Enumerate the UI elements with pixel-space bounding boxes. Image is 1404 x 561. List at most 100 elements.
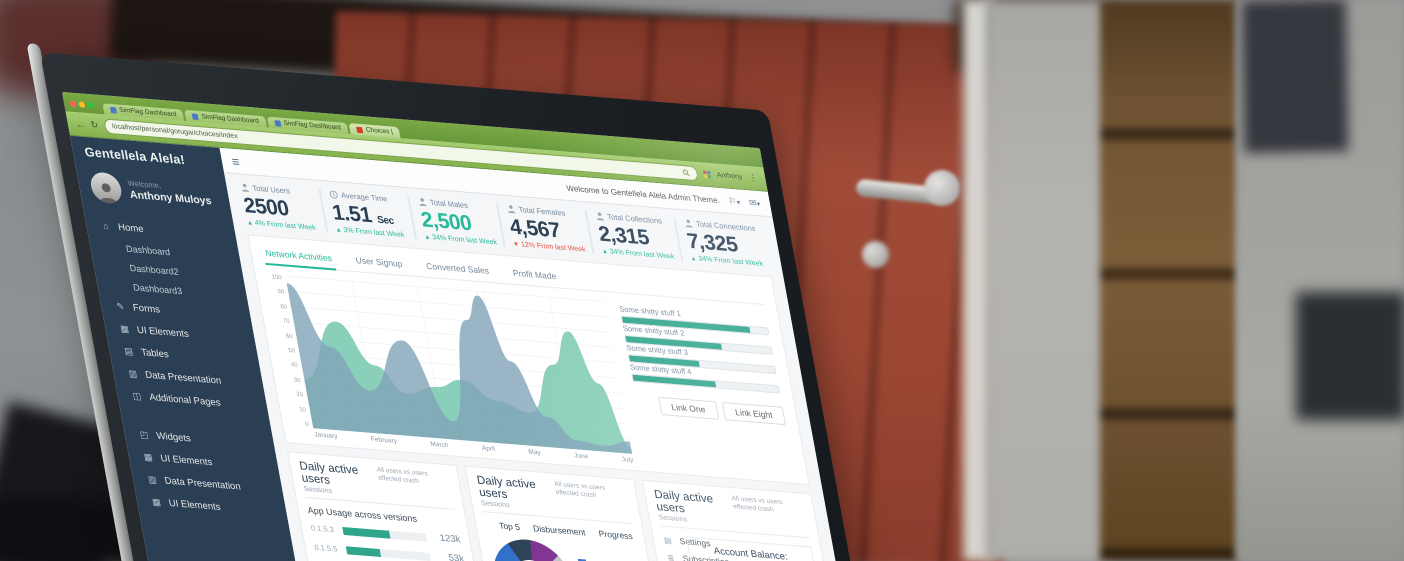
y-tick: 70 bbox=[282, 318, 291, 326]
sidebar: Gentellela Alela! Welcome, Anthony Muloy… bbox=[70, 135, 313, 561]
apps-icon[interactable] bbox=[703, 170, 712, 179]
daily-active-users-card-1: Daily active users Sessions All users vs… bbox=[287, 451, 488, 561]
tab-favicon bbox=[192, 112, 200, 120]
x-tick: May bbox=[527, 448, 542, 457]
maximize-button[interactable] bbox=[87, 102, 95, 109]
mail-icon[interactable]: ✉▾ bbox=[748, 196, 761, 208]
close-button[interactable] bbox=[69, 100, 77, 108]
x-tick: July bbox=[621, 456, 635, 465]
disbursement-col[interactable]: Disbursement bbox=[532, 523, 587, 538]
dashboard-app: Gentellela Alela! Welcome, Anthony Muloy… bbox=[70, 135, 861, 561]
sidebar-item-label: Forms bbox=[131, 301, 161, 316]
chart-plot-region: 100 90 80 70 60 50 40 30 20 10 0 January February Ma… bbox=[267, 274, 634, 464]
stat-tile-total-males: Total Males 2,500 ▲ 34% From last Week bbox=[407, 196, 504, 247]
stat-label-row: Total Users bbox=[240, 183, 312, 198]
x-tick: April bbox=[481, 444, 496, 453]
sidebar-item-label: UI Elements bbox=[159, 452, 214, 468]
hamburger-icon[interactable]: ≡ bbox=[230, 153, 241, 170]
sidebar-item-label: Tables bbox=[140, 346, 170, 360]
top5-col[interactable]: Top 5 bbox=[498, 520, 521, 533]
sidebar-item-label: Widgets bbox=[155, 430, 192, 445]
progress-list: Some shitty stuff 1 Some shitty stuff 2 So… bbox=[619, 304, 781, 394]
daily-active-users-card-3: Daily active users Sessions All users vs… bbox=[641, 479, 843, 561]
browser-menu-icon[interactable]: ⋮ bbox=[747, 172, 759, 184]
door-handle-rosette bbox=[924, 170, 960, 206]
main-area: ≡ Welcome to Gentellela Alela Admin Them… bbox=[219, 147, 861, 561]
up-arrow-icon: ▲ bbox=[690, 255, 698, 263]
link-one-button[interactable]: Link One bbox=[657, 396, 719, 420]
sidebar-item-label: Data Presentation bbox=[163, 474, 242, 493]
stat-tile-average-time: Average Time 1.51 Sec ▲ 3% From last Week bbox=[318, 188, 416, 240]
stat-label-row: Total Collections bbox=[595, 211, 667, 226]
card-note: All users vs users effected crash bbox=[376, 466, 429, 486]
y-tick: 30 bbox=[293, 377, 302, 384]
link-eight-button[interactable]: Link Eight bbox=[721, 401, 787, 426]
navbar-welcome-text: Welcome to Gentellela Alela Admin Theme. bbox=[565, 183, 721, 205]
chart-side-panel: Some shitty stuff 1 Some shitty stuff 2 So… bbox=[618, 302, 795, 477]
tab-label: Choices | bbox=[365, 126, 394, 136]
users-icon bbox=[683, 218, 694, 228]
donut-chart bbox=[487, 536, 580, 561]
x-tick: January bbox=[313, 431, 339, 441]
y-tick: 10 bbox=[298, 406, 307, 414]
stat-label-row: Average Time bbox=[328, 190, 400, 205]
ui-elements-icon: ▦ bbox=[151, 495, 162, 507]
up-arrow-icon: ▲ bbox=[424, 234, 432, 242]
account-balance-title: Account Balance: bbox=[712, 545, 789, 561]
stat-tile-total-users: Total Users 2500 ▲ 4% From last Week bbox=[238, 182, 327, 232]
legend-row-marketing: Marketing30% bbox=[577, 557, 642, 561]
back-icon[interactable]: ← bbox=[74, 118, 86, 130]
stat-tile-total-females: Total Females 4,567 ▼ 12% From last Week bbox=[495, 203, 593, 255]
card-note: All users vs users effected crash bbox=[731, 494, 784, 514]
network-activities-chart bbox=[286, 283, 633, 454]
y-tick: 60 bbox=[285, 333, 294, 340]
y-tick: 90 bbox=[277, 289, 286, 296]
usage-value: 123k bbox=[438, 532, 462, 546]
users-icon bbox=[506, 204, 517, 214]
y-tick: 0 bbox=[304, 421, 310, 428]
usage-fill bbox=[345, 545, 381, 557]
browser-toolbar: ← ↻ localhost/personal/gorugai/choices/i… bbox=[65, 111, 768, 192]
up-arrow-icon: ▲ bbox=[335, 227, 343, 234]
background-white-door bbox=[985, 0, 1115, 561]
browser-profile-name[interactable]: Anthony bbox=[716, 171, 744, 181]
data-presentation-icon: ▥ bbox=[127, 367, 138, 379]
series-bluegray bbox=[286, 283, 633, 454]
usage-track bbox=[342, 526, 428, 542]
url-bar[interactable]: localhost/personal/gorugai/choices/index bbox=[102, 118, 700, 182]
flag-icon[interactable]: ⚐▾ bbox=[727, 195, 741, 207]
stat-tile-total-collections: Total Collections 2,315 ▲ 34% From last We… bbox=[584, 210, 682, 262]
sidebar-item-label: Dashboard2 bbox=[128, 262, 180, 277]
down-arrow-icon: ▼ bbox=[512, 241, 520, 249]
minimize-button[interactable] bbox=[78, 101, 86, 108]
avatar[interactable] bbox=[88, 171, 124, 205]
y-tick: 40 bbox=[290, 362, 299, 370]
tab-favicon bbox=[356, 126, 364, 133]
sidebar-item-label: Data Presentation bbox=[144, 368, 223, 387]
settings-icon: ▤ bbox=[663, 535, 673, 545]
chart-tab-profit-made[interactable]: Profit Made bbox=[511, 267, 558, 282]
settings-item-subscription[interactable]: ≣ Subscription bbox=[665, 552, 731, 561]
stat-label: Total Males bbox=[429, 197, 469, 210]
clock-icon bbox=[328, 190, 339, 200]
settings-item-settings[interactable]: ▤ Settings bbox=[662, 535, 711, 548]
usage-fill bbox=[342, 526, 391, 539]
stat-suffix: Sec bbox=[376, 214, 395, 228]
door-handle-lock bbox=[862, 241, 889, 268]
daily-active-users-card-2: Daily active users Sessions All users vs… bbox=[464, 465, 665, 561]
search-icon bbox=[683, 169, 691, 177]
additional-pages-icon: ◫ bbox=[131, 390, 143, 401]
progress-col[interactable]: Progress bbox=[597, 528, 634, 542]
background-far-desk bbox=[1296, 292, 1404, 420]
sidebar-item-label: Dashboard3 bbox=[132, 281, 183, 296]
stat-tiles-row: Total Users 2500 ▲ 4% From last Week Averag… bbox=[238, 182, 771, 269]
donut-legend: Marketing30%Media10%Engagement20% bbox=[577, 557, 649, 561]
data-presentation-icon: ▥ bbox=[146, 473, 158, 485]
browser-chrome: SimFlag Dashboard SimFlag Dashboard SimFla… bbox=[62, 92, 768, 192]
sidebar-profile: Welcome, Anthony Muloys bbox=[75, 164, 233, 223]
y-tick: 50 bbox=[288, 347, 296, 355]
refresh-icon[interactable]: ↻ bbox=[89, 119, 99, 131]
sidebar-item-label: Dashboard bbox=[125, 243, 171, 257]
usage-track bbox=[345, 545, 431, 561]
